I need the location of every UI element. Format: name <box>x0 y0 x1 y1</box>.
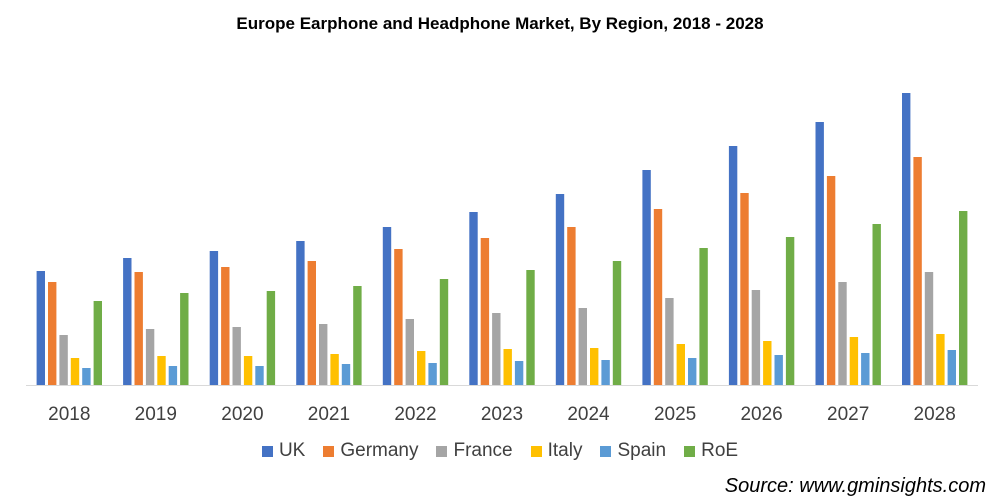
bar-roe-2018 <box>93 301 102 385</box>
x-tick-label: 2025 <box>654 404 696 425</box>
bar-uk-2018 <box>36 271 45 385</box>
bar-germany-2026 <box>740 193 749 385</box>
bar-germany-2023 <box>480 238 490 385</box>
bar-germany-2028 <box>913 157 922 385</box>
bar-uk-2020 <box>209 251 219 385</box>
bar-germany-2025 <box>653 209 663 385</box>
legend-label: Spain <box>617 440 667 461</box>
bar-roe-2020 <box>266 291 276 385</box>
legend-swatch <box>436 445 448 457</box>
bar-uk-2026 <box>728 146 738 385</box>
bar-roe-2026 <box>785 237 795 385</box>
bar-chart: 2018 2019 2020 2021 2022 2023 2024 2025 2026 2027… <box>26 93 978 425</box>
bar-spain-2027 <box>861 353 870 385</box>
bar-germany-2027 <box>826 176 836 385</box>
bar-spain-2025 <box>688 358 697 385</box>
legend-item-spain: Spain <box>600 440 666 462</box>
bar-roe-2023 <box>526 270 535 385</box>
bar-germany-2024 <box>567 227 576 385</box>
bar-italy-2024 <box>590 348 599 385</box>
bar-uk-2021 <box>296 241 305 385</box>
bar-italy-2019 <box>157 356 166 385</box>
bar-italy-2022 <box>417 351 426 385</box>
legend-item-uk: UK <box>261 440 306 462</box>
bar-roe-2028 <box>959 211 968 385</box>
bar-uk-2019 <box>123 258 132 385</box>
bar-roe-2027 <box>872 224 881 385</box>
x-tick-label: 2028 <box>914 404 956 425</box>
bar-italy-2023 <box>503 349 512 385</box>
bar-germany-2022 <box>394 249 403 385</box>
bar-france-2028 <box>924 272 934 385</box>
bar-spain-2022 <box>428 363 437 385</box>
bar-roe-2024 <box>612 261 622 385</box>
legend-label: Italy <box>547 440 583 461</box>
bar-spain-2026 <box>774 355 783 385</box>
legend-swatch <box>600 445 612 457</box>
legend-label: France <box>453 440 513 461</box>
legend-swatch <box>684 445 696 457</box>
x-tick-label: 2019 <box>135 404 177 425</box>
bar-italy-2021 <box>330 354 339 385</box>
bar-roe-2022 <box>439 279 449 385</box>
legend-swatch <box>323 445 335 457</box>
bar-spain-2023 <box>514 361 524 385</box>
bar-uk-2028 <box>902 93 911 385</box>
legend-swatch <box>530 445 542 457</box>
bar-france-2018 <box>59 335 68 385</box>
bar-italy-2025 <box>676 344 685 385</box>
legend-item-france: France <box>436 440 513 462</box>
x-tick-label: 2018 <box>48 404 90 425</box>
bar-italy-2028 <box>936 334 945 385</box>
x-tick-label: 2027 <box>827 404 869 425</box>
bar-spain-2019 <box>168 366 178 385</box>
x-tick-label: 2026 <box>740 404 782 425</box>
bar-italy-2018 <box>70 358 80 385</box>
legend-item-germany: Germany <box>323 440 418 462</box>
bar-france-2021 <box>319 324 328 385</box>
bar-uk-2027 <box>815 122 824 385</box>
legend-item-italy: Italy <box>530 440 583 462</box>
bar-spain-2018 <box>82 368 91 385</box>
bar-france-2019 <box>145 329 155 385</box>
bar-spain-2028 <box>947 350 956 385</box>
bar-france-2022 <box>405 319 414 385</box>
bar-france-2025 <box>665 298 674 385</box>
legend: UK Germany France Italy Spain RoE <box>0 440 1000 462</box>
legend-label: UK <box>278 440 306 461</box>
bar-germany-2018 <box>48 282 57 385</box>
source-note: Source: www.gminsights.com <box>724 475 986 497</box>
x-tick-label: 2021 <box>308 404 350 425</box>
bar-uk-2023 <box>469 212 478 385</box>
bar-roe-2019 <box>180 293 189 385</box>
bar-germany-2021 <box>307 261 316 385</box>
legend-label: Germany <box>340 440 419 461</box>
bar-uk-2024 <box>555 194 565 385</box>
legend-item-roe: RoE <box>684 440 738 462</box>
bar-roe-2021 <box>353 286 362 385</box>
legend-label: RoE <box>701 440 739 461</box>
bar-uk-2022 <box>382 227 392 385</box>
x-tick-label: 2023 <box>481 404 523 425</box>
bar-italy-2027 <box>849 337 859 385</box>
x-tick-label: 2024 <box>567 404 610 425</box>
bar-spain-2024 <box>601 360 610 385</box>
bar-uk-2025 <box>642 170 651 385</box>
chart-title: Europe Earphone and Headphone Market, By… <box>236 14 764 33</box>
bar-france-2020 <box>232 327 241 385</box>
x-tick-label: 2020 <box>221 404 263 425</box>
bar-france-2024 <box>578 308 587 385</box>
bar-roe-2025 <box>699 248 708 385</box>
bar-italy-2026 <box>763 341 772 385</box>
bar-france-2023 <box>492 313 501 385</box>
bar-italy-2020 <box>243 356 253 385</box>
bar-germany-2019 <box>134 272 143 385</box>
bar-germany-2020 <box>221 267 230 385</box>
bar-spain-2020 <box>255 366 264 385</box>
bar-france-2026 <box>751 290 761 385</box>
x-tick-label: 2022 <box>394 404 436 425</box>
bar-france-2027 <box>838 282 847 385</box>
legend-swatch <box>261 445 273 457</box>
bar-spain-2021 <box>341 364 351 385</box>
